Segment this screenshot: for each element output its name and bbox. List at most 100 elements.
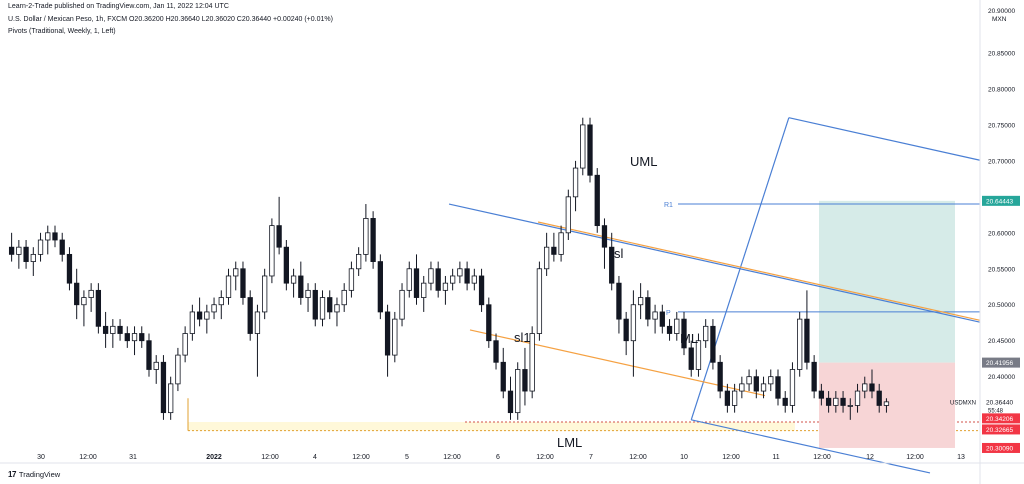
- candle-body: [102, 325, 109, 334]
- price-tag-bg: [982, 357, 1020, 368]
- candle-body: [305, 289, 311, 298]
- candle-body: [428, 268, 434, 284]
- candle-body: [760, 383, 767, 392]
- lml-label: LML: [557, 435, 582, 450]
- candle-body: [876, 390, 882, 406]
- candle-body: [811, 361, 817, 392]
- candle-body: [139, 333, 145, 342]
- candle-body: [609, 246, 615, 284]
- candle-body: [52, 232, 58, 241]
- candle-body: [768, 376, 774, 385]
- candle-body: [16, 246, 22, 255]
- time-axis-label: 7: [589, 454, 593, 461]
- time-axis-label: 10: [680, 454, 688, 461]
- indicator-line: Pivots (Traditional, Weekly, 1, Left): [8, 28, 116, 35]
- price-tag-bg: [982, 413, 1020, 424]
- price-tag-last: 20.36440: [986, 399, 1013, 406]
- pitchfork-lower-line: [691, 419, 931, 474]
- candles-layer: [8, 117, 890, 420]
- candle-body: [818, 390, 825, 399]
- candle-body: [413, 268, 420, 298]
- candle-body: [688, 347, 694, 370]
- candle-body: [616, 282, 622, 320]
- published-by-line: Learn-2-Trade published on TradingView.c…: [8, 3, 229, 10]
- candle-body: [601, 225, 608, 248]
- long-position-target-zone: [819, 200, 955, 363]
- brand-name: TradingView: [18, 470, 61, 479]
- candle-body: [471, 275, 477, 284]
- candle-body: [630, 304, 637, 342]
- candle-body: [854, 390, 861, 406]
- candle-body: [543, 246, 550, 270]
- time-axis-label: 31: [129, 454, 137, 461]
- candle-body: [450, 275, 456, 284]
- candle-body: [74, 282, 80, 306]
- candle-body: [500, 361, 506, 392]
- time-axis-label: 30: [37, 454, 45, 461]
- price-axis-label: 20.75000: [988, 122, 1015, 129]
- price-axis-label: 20.80000: [988, 86, 1015, 93]
- candle-body: [146, 340, 152, 370]
- price-axis-label: 20.50000: [988, 302, 1015, 309]
- price-axis-label: 20.85000: [988, 50, 1015, 57]
- candle-body: [95, 289, 102, 327]
- candle-body: [659, 311, 665, 327]
- tradingview-brand[interactable]: 17 TradingView: [8, 470, 60, 479]
- candle-body: [370, 218, 376, 262]
- price-tag-label: 20.64443: [986, 198, 1013, 205]
- price-tag-bg: [982, 424, 1020, 435]
- candle-body: [269, 225, 275, 277]
- candle-body: [421, 282, 427, 298]
- candle-body: [377, 261, 383, 313]
- candle-body: [587, 124, 593, 176]
- price-tag-bg: [982, 442, 1020, 453]
- candle-body: [168, 383, 174, 414]
- price-axis-top: 20.90000: [988, 8, 1015, 15]
- time-axis-label: 12:00: [906, 454, 924, 461]
- candle-body: [196, 311, 203, 320]
- time-axis-label: 12:00: [79, 454, 97, 461]
- candle-body: [746, 376, 752, 385]
- candle-body: [45, 232, 51, 241]
- time-axis-label: 6: [496, 454, 500, 461]
- candle-body: [204, 311, 210, 320]
- candle-body: [435, 268, 441, 291]
- candle-body: [529, 333, 535, 392]
- candle-body: [262, 275, 268, 313]
- time-axis-label: 12:00: [352, 454, 370, 461]
- candle-body: [710, 325, 716, 363]
- price-axis-label: 20.60000: [988, 230, 1015, 237]
- candle-body: [23, 246, 29, 262]
- candle-body: [536, 268, 543, 334]
- time-axis-label: 12:00: [722, 454, 740, 461]
- time-axis-label: 11: [772, 454, 779, 461]
- drawings-layer: [448, 117, 981, 474]
- candle-body: [110, 325, 116, 334]
- time-axis-label: 12:00: [629, 454, 647, 461]
- symbol-ohlc-line: U.S. Dollar / Mexican Peso, 1h, FXCM O20…: [8, 16, 333, 23]
- candle-body: [464, 268, 470, 284]
- symbol-tag: USDMXN: [950, 400, 976, 406]
- candle-body: [637, 297, 644, 306]
- candle-body: [283, 246, 289, 284]
- candle-body: [153, 361, 159, 370]
- candle-body: [348, 268, 355, 291]
- ml-label: ML: [680, 331, 698, 346]
- time-axis-label: 12:00: [261, 454, 279, 461]
- candle-body: [319, 297, 326, 320]
- candle-body: [847, 405, 853, 407]
- price-tag-label: 20.30090: [986, 445, 1013, 452]
- candle-body: [493, 340, 499, 363]
- candle-body: [833, 397, 839, 406]
- candle-body: [457, 268, 463, 277]
- candle-body: [59, 239, 65, 255]
- sl-label: sl: [614, 246, 624, 261]
- candle-body: [717, 361, 723, 392]
- time-axis-label: 4: [313, 454, 317, 461]
- candle-body: [797, 318, 803, 370]
- candle-body: [724, 390, 731, 406]
- candle-body: [565, 196, 571, 234]
- price-axis-currency: MXN: [992, 16, 1007, 23]
